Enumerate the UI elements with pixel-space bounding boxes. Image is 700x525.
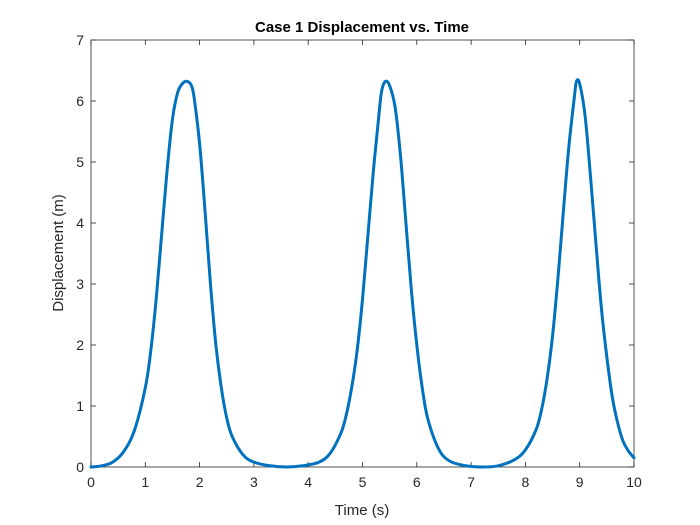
x-tick-label: 2 [196,474,204,490]
tick-labels-group: 0 1 2 3 4 5 6 7 8 9 10 0 1 2 3 4 5 6 7 [76,32,642,490]
y-tick-label: 2 [76,337,84,353]
x-tick-label: 1 [141,474,149,490]
y-tick-label: 4 [76,215,84,231]
y-tick-label: 0 [76,459,84,475]
y-tick-label: 6 [76,93,84,109]
y-axis-label: Displacement (m) [50,194,67,312]
x-tick-label: 8 [522,474,530,490]
x-tick-label: 7 [467,474,475,490]
x-tick-label: 9 [576,474,584,490]
plot-area [90,39,635,468]
x-tick-label: 0 [87,474,95,490]
chart-title: Case 1 Displacement vs. Time [255,19,469,36]
x-tick-label: 3 [250,474,258,490]
y-tick-label: 3 [76,276,84,292]
series-line [89,78,636,469]
x-tick-label: 6 [413,474,421,490]
x-tick-label: 5 [359,474,367,490]
y-tick-label: 1 [76,398,84,414]
x-axis-label: Time (s) [335,502,389,519]
x-tick-label: 4 [304,474,312,490]
y-tick-label: 5 [76,154,84,170]
x-tick-label: 10 [626,474,642,490]
y-tick-label: 7 [76,32,84,48]
